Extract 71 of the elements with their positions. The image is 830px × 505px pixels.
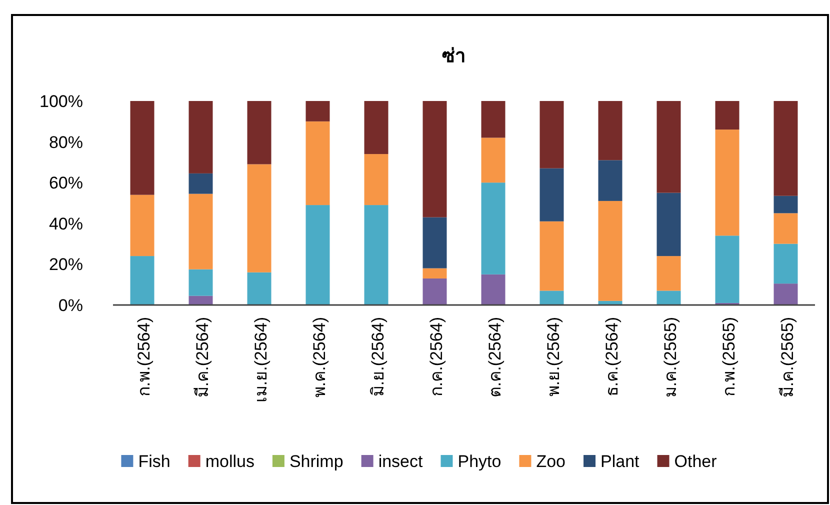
bar (598, 200, 622, 301)
bar (364, 154, 388, 206)
bar (188, 194, 213, 270)
bar (481, 182, 506, 274)
bar (540, 221, 564, 291)
x-tick-label: เม.ย.(2564) (251, 317, 270, 403)
bar (481, 101, 506, 138)
bar (247, 164, 272, 272)
bar (247, 101, 272, 164)
bar (598, 101, 622, 160)
legend-label: Plant (600, 452, 640, 471)
bar (130, 101, 154, 195)
x-tick-label: ก.ค.(2564) (426, 317, 446, 397)
legend-label: Zoo (536, 452, 566, 471)
x-tick-label: มี.ค.(2565) (778, 317, 797, 398)
x-tick-label: พ.ย.(2564) (544, 317, 563, 397)
bar (188, 269, 213, 296)
y-tick-label: 80% (48, 132, 83, 152)
bar (130, 194, 154, 256)
x-tick-label: พ.ค.(2564) (310, 317, 329, 398)
bar (715, 101, 740, 130)
bar (540, 101, 564, 168)
bar (656, 192, 681, 256)
bar (188, 296, 213, 305)
bar (540, 290, 564, 305)
bar (422, 268, 447, 278)
bar (715, 130, 740, 236)
y-tick-label: 20% (48, 255, 83, 274)
bar (774, 213, 798, 244)
bar (130, 256, 154, 305)
x-tick-label: มิ.ย.(2564) (368, 317, 388, 397)
bar (422, 101, 447, 218)
x-tick-label: ก.พ.(2564) (134, 317, 154, 397)
bar (188, 173, 213, 194)
legend-label: Phyto (458, 452, 502, 471)
bar (715, 236, 740, 303)
bar (656, 101, 681, 193)
bar (656, 256, 681, 291)
legend-label: Shrimp (289, 452, 344, 471)
y-tick-label: 0% (58, 296, 83, 315)
y-tick-label: 100% (40, 92, 83, 111)
bar (774, 101, 798, 196)
legend-label: Other (674, 452, 718, 471)
legend-label: Fish (138, 452, 170, 471)
bar (247, 272, 272, 305)
bar (540, 168, 564, 222)
bar (598, 160, 622, 201)
bar (188, 101, 213, 174)
legend-label: insect (378, 452, 423, 471)
chart-title: ซ่า (442, 46, 466, 67)
bar (422, 217, 447, 268)
bar (364, 101, 388, 154)
bar (481, 274, 506, 305)
bar (656, 290, 681, 305)
bar (364, 205, 388, 305)
bar (306, 205, 330, 305)
bar (481, 138, 506, 183)
bar (306, 121, 330, 206)
x-tick-label: ก.พ.(2565) (719, 317, 738, 397)
bar (422, 278, 447, 305)
x-tick-label: ต.ค.(2564) (485, 317, 504, 398)
bar (306, 101, 330, 122)
x-tick-label: ธ.ค.(2564) (602, 317, 622, 397)
bar (774, 196, 798, 214)
y-tick-label: 60% (48, 174, 83, 193)
x-tick-label: มี.ค.(2564) (192, 317, 212, 398)
y-tick-label: 40% (48, 214, 83, 234)
bar (774, 284, 798, 305)
x-tick-label: ม.ค.(2565) (660, 317, 680, 398)
legend-label: mollus (205, 452, 254, 471)
bar (774, 244, 798, 284)
